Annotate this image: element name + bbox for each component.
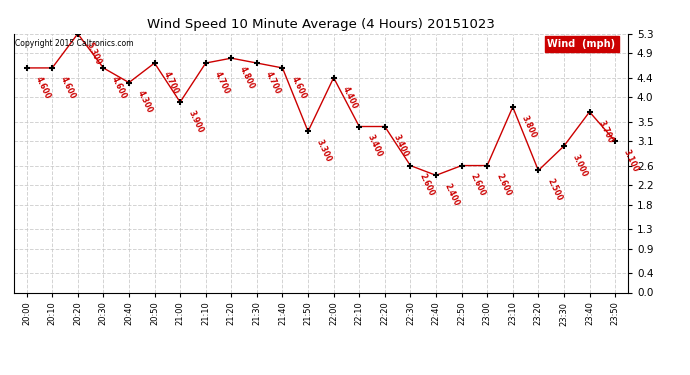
Text: 3.100: 3.100	[622, 148, 640, 174]
Text: 4.600: 4.600	[110, 75, 128, 100]
Text: 4.400: 4.400	[341, 85, 359, 110]
Text: 2.400: 2.400	[443, 182, 461, 208]
Text: 2.500: 2.500	[545, 177, 564, 203]
Text: 4.700: 4.700	[264, 70, 282, 96]
Text: Wind  (mph): Wind (mph)	[547, 39, 615, 49]
Text: 2.600: 2.600	[494, 172, 513, 198]
Text: 4.300: 4.300	[136, 90, 154, 115]
Text: 2.600: 2.600	[469, 172, 486, 198]
Text: 4.600: 4.600	[59, 75, 77, 100]
Text: 3.400: 3.400	[392, 134, 410, 159]
Text: Copyright 2015 Caltronics.com: Copyright 2015 Caltronics.com	[15, 39, 134, 48]
Title: Wind Speed 10 Minute Average (4 Hours) 20151023: Wind Speed 10 Minute Average (4 Hours) 2…	[147, 18, 495, 31]
Text: 3.000: 3.000	[571, 153, 589, 178]
Text: 4.600: 4.600	[289, 75, 308, 100]
Text: 4.600: 4.600	[34, 75, 52, 100]
Text: 5.300: 5.300	[85, 41, 103, 66]
Text: 3.400: 3.400	[366, 134, 384, 159]
Text: 4.800: 4.800	[238, 65, 257, 91]
Text: 3.700: 3.700	[596, 119, 615, 144]
Text: 3.300: 3.300	[315, 138, 333, 164]
Text: 4.700: 4.700	[213, 70, 231, 96]
Text: 3.900: 3.900	[187, 109, 206, 135]
Text: 4.700: 4.700	[161, 70, 180, 96]
Text: 2.600: 2.600	[417, 172, 435, 198]
Text: 3.800: 3.800	[520, 114, 538, 140]
